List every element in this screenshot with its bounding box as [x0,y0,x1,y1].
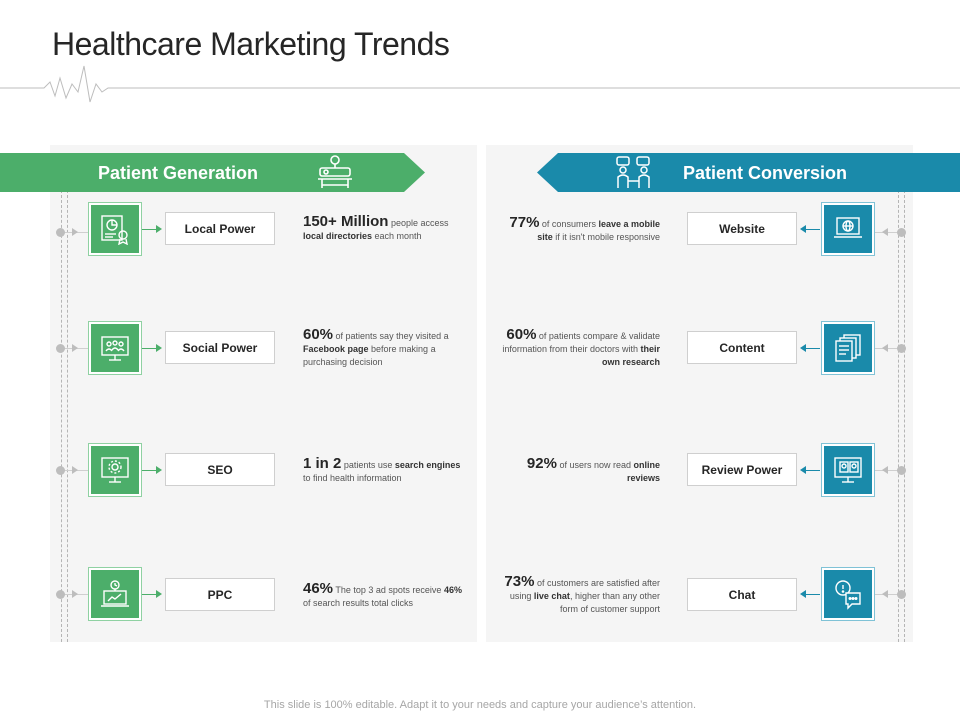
patient-conversion-banner [537,153,960,192]
patient-generation-banner [0,153,425,192]
website-stat: 77% of consumers leave a mobile site if … [509,214,660,242]
seo-label: SEO [165,453,275,486]
rail-pointer [72,344,78,352]
rail-dot [897,344,906,353]
arrow-head [800,225,806,233]
arrow-head [156,590,162,598]
arrow-head [156,225,162,233]
rail-dot [897,590,906,599]
rail-dot [897,466,906,475]
arrow-connector [804,229,820,230]
rail-pointer [882,228,888,236]
arrow-head [156,466,162,474]
review-power-label: Review Power [687,453,797,486]
patient-generation-heading: Patient Generation [98,163,259,183]
chat-bubbles-icon [821,567,875,621]
row-connector [875,232,903,233]
arrow-connector [804,470,820,471]
social-network-icon [88,321,142,375]
arrow-head [800,344,806,352]
heartbeat-line-icon [0,65,960,103]
footer-note: This slide is 100% editable. Adapt it to… [263,699,697,711]
rail-pointer [72,228,78,236]
review-power-stat: 92% of users now read online reviews [526,455,660,483]
seo-stat: 1 in 2 patients use search engines to fi… [303,455,461,483]
arrow-head [800,590,806,598]
ppc-label: PPC [165,578,275,611]
rail-pointer [882,466,888,474]
social-power-label: Social Power [165,331,275,364]
arrow-head [156,344,162,352]
rail-dot [56,590,65,599]
map-location-icon [88,202,142,256]
arrow-connector [142,594,158,595]
patient-conversion-heading: Patient Conversion [683,163,848,183]
row-connector [875,348,903,349]
monitor-review-icon [821,443,875,497]
rail-pointer [72,590,78,598]
chat-label: Chat [687,578,797,611]
arrow-head [800,466,806,474]
ppc-stat: 46% The top 3 ad spots receive 46% of se… [303,580,462,608]
arrow-connector [804,348,820,349]
laptop-ppc-icon [88,567,142,621]
monitor-gear-icon [88,443,142,497]
rail-pointer [882,590,888,598]
website-label: Website [687,212,797,245]
consultation-icon [616,156,650,188]
chat-stat: 73% of customers are satisfied after usi… [504,573,660,614]
local-power-stat: 150+ Million people access local directo… [303,213,449,241]
arrow-connector [142,348,158,349]
content-label: Content [687,331,797,364]
rail-dot [56,466,65,475]
right-inner-rail [898,180,899,642]
rail-dot [56,228,65,237]
arrow-connector [142,229,158,230]
rail-pointer [882,344,888,352]
patient-bed-icon [318,155,352,188]
left-inner-rail [67,180,68,642]
page-title: Healthcare Marketing Trends [52,26,450,62]
row-connector [875,470,903,471]
social-power-stat: 60% of patients say they visited a Faceb… [303,326,449,367]
laptop-globe-icon [821,202,875,256]
documents-icon [821,321,875,375]
rail-pointer [72,466,78,474]
rail-dot [897,228,906,237]
rail-dot [56,344,65,353]
right-outer-rail [904,180,905,642]
left-outer-rail [61,180,62,642]
content-stat: 60% of patients compare & validate infor… [502,326,660,367]
arrow-connector [804,594,820,595]
arrow-connector [142,470,158,471]
row-connector [875,594,903,595]
local-power-label: Local Power [165,212,275,245]
